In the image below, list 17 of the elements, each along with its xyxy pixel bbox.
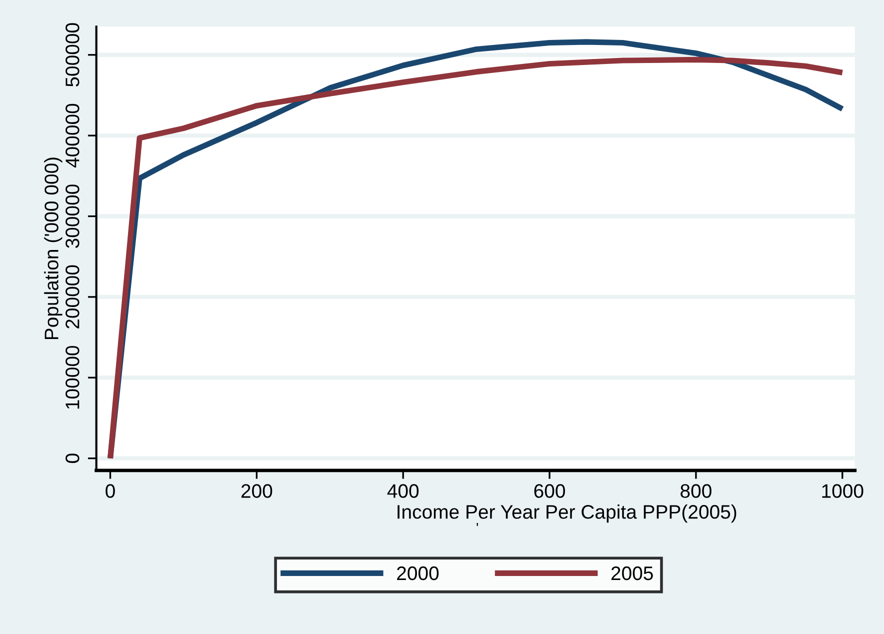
y-tick-label: 300000 <box>66 184 80 248</box>
y-tick-label: 100000 <box>66 346 80 409</box>
x-axis-title: Income Per Year Per Capita PPP(2005) <box>398 504 736 523</box>
y-axis-title: Population ('000 000) <box>44 158 62 340</box>
x-tick-label: 600 <box>534 484 565 498</box>
x-tick-label: 1000 <box>822 484 864 498</box>
x-tick-label: 0 <box>106 484 115 498</box>
x-tick-label: 800 <box>680 484 712 498</box>
x-tick-label: 200 <box>241 484 272 498</box>
x-tick-label: 400 <box>387 484 419 498</box>
y-tick-label: 200000 <box>66 265 80 328</box>
text: ' <box>476 523 478 526</box>
y-tick-label: 0 <box>66 454 80 463</box>
legend-label: 2000 <box>397 566 439 580</box>
y-tick-label: 400000 <box>66 104 80 168</box>
y-tick-label: 500000 <box>66 23 80 87</box>
legend-label: 2005 <box>611 566 653 580</box>
